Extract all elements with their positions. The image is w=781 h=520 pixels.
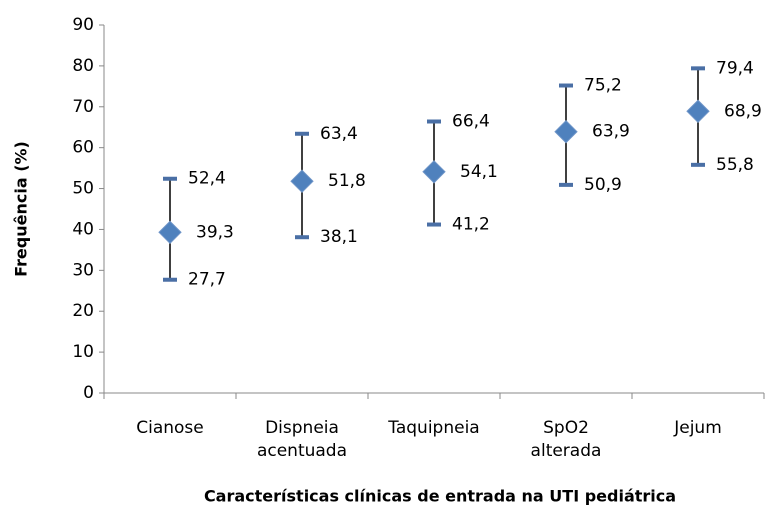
- y-tick-label: 10: [72, 342, 94, 362]
- upper-label: 79,4: [716, 58, 754, 78]
- value-label: 63,9: [592, 122, 630, 142]
- upper-label: 75,2: [584, 76, 622, 96]
- value-label: 68,9: [724, 101, 762, 121]
- x-tick-label: Cianose: [136, 418, 204, 438]
- upper-label: 52,4: [188, 169, 226, 189]
- y-tick-label: 70: [72, 97, 94, 117]
- upper-label: 63,4: [320, 124, 358, 144]
- y-tick-label: 80: [72, 56, 94, 76]
- y-tick-label: 60: [72, 138, 94, 158]
- point-marker: [554, 120, 578, 144]
- y-tick-label: 30: [72, 260, 94, 280]
- point-marker: [686, 99, 710, 123]
- point-marker: [158, 220, 182, 245]
- y-axis-title: Frequência (%): [12, 141, 31, 277]
- value-label: 39,3: [196, 222, 234, 242]
- y-tick-label: 40: [72, 219, 94, 239]
- value-label: 54,1: [460, 162, 498, 182]
- lower-label: 50,9: [584, 175, 622, 195]
- x-tick-label: Jejum: [673, 418, 722, 438]
- x-tick-label: Dispneia acentuada: [257, 418, 347, 461]
- point-marker: [290, 169, 314, 193]
- y-tick-label: 50: [72, 179, 94, 199]
- lower-label: 41,2: [452, 215, 490, 235]
- point-marker: [422, 160, 446, 184]
- value-label: 51,8: [328, 171, 366, 191]
- lower-label: 55,8: [716, 155, 754, 175]
- y-tick-label: 20: [72, 301, 94, 321]
- x-tick-label: Taquipneia: [387, 418, 479, 438]
- x-tick-label: SpO2 alterada: [531, 418, 602, 461]
- upper-label: 66,4: [452, 111, 490, 131]
- x-axis-title: Características clínicas de entrada na U…: [204, 487, 676, 506]
- lower-label: 27,7: [188, 270, 226, 290]
- y-tick-label: 90: [72, 15, 94, 35]
- y-tick-label: 0: [83, 383, 94, 403]
- lower-label: 38,1: [320, 227, 358, 247]
